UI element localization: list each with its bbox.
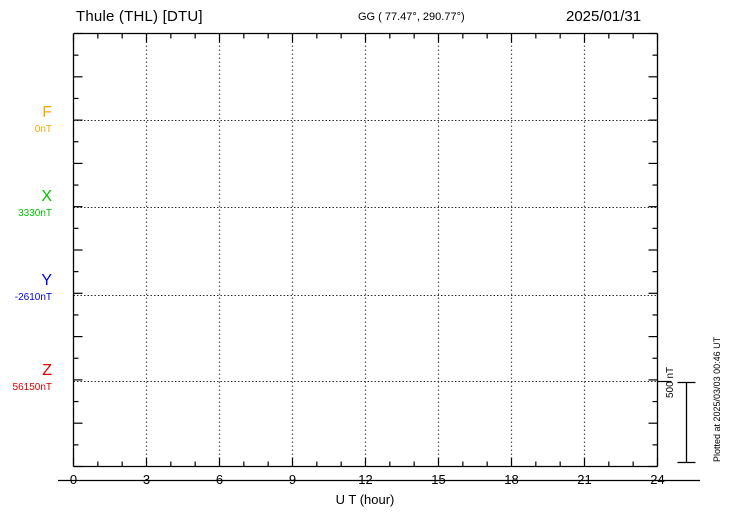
x-tick-label: 9: [288, 472, 297, 487]
component-baseline-y: -2610nT: [14, 292, 52, 303]
grid-layer: [145, 33, 586, 467]
x-tick-label: 18: [504, 472, 519, 487]
component-label-y: Y: [41, 272, 52, 289]
component-label-x: X: [41, 188, 52, 205]
x-axis-title: U T (hour): [335, 492, 395, 507]
baseline-layer: [73, 119, 658, 383]
component-label-f: F: [42, 104, 52, 121]
x-tick-label: 0: [69, 472, 78, 487]
component-label-z: Z: [42, 362, 52, 379]
x-tick-label: 21: [577, 472, 592, 487]
plotted-timestamp: Plotted at 2025/03/03 00:46 UT: [712, 336, 722, 462]
component-baseline-x: 3330nT: [18, 208, 52, 219]
component-baseline-z: 56150nT: [12, 382, 52, 393]
scale-bar: [677, 381, 696, 464]
observation-date: 2025/01/31: [566, 8, 642, 25]
geographic-coordinates: GG ( 77.47°, 290.77°): [358, 11, 465, 23]
plot-frame: [58, 32, 700, 482]
x-tick-label: 24: [650, 472, 665, 487]
scale-bar-label: 500 nT: [665, 366, 676, 398]
x-tick-label: 15: [431, 472, 446, 487]
page-title: Thule (THL) [DTU]: [76, 8, 203, 25]
x-tick-label: 3: [142, 472, 151, 487]
x-tick-label: 12: [358, 472, 373, 487]
component-baseline-f: 0nT: [34, 124, 52, 135]
x-tick-label: 6: [215, 472, 224, 487]
